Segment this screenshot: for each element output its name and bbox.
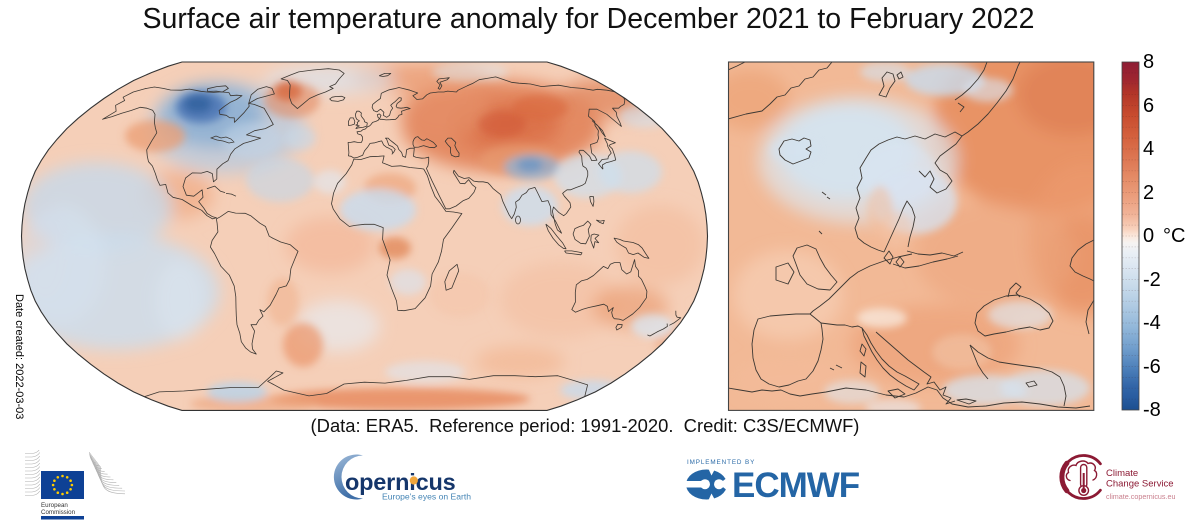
svg-text:IMPLEMENTED BY: IMPLEMENTED BY [687,459,755,466]
svg-text:Change Service: Change Service [1106,479,1174,490]
svg-text:Climate: Climate [1106,468,1138,479]
svg-text:Europe's eyes on Earth: Europe's eyes on Earth [382,492,471,502]
svg-text:Commission: Commission [41,509,76,516]
svg-text:ECMWF: ECMWF [732,466,860,505]
svg-text:climate.copernicus.eu: climate.copernicus.eu [1106,492,1176,501]
svg-text:European: European [41,502,68,509]
svg-text:opernicus: opernicus [345,469,456,495]
